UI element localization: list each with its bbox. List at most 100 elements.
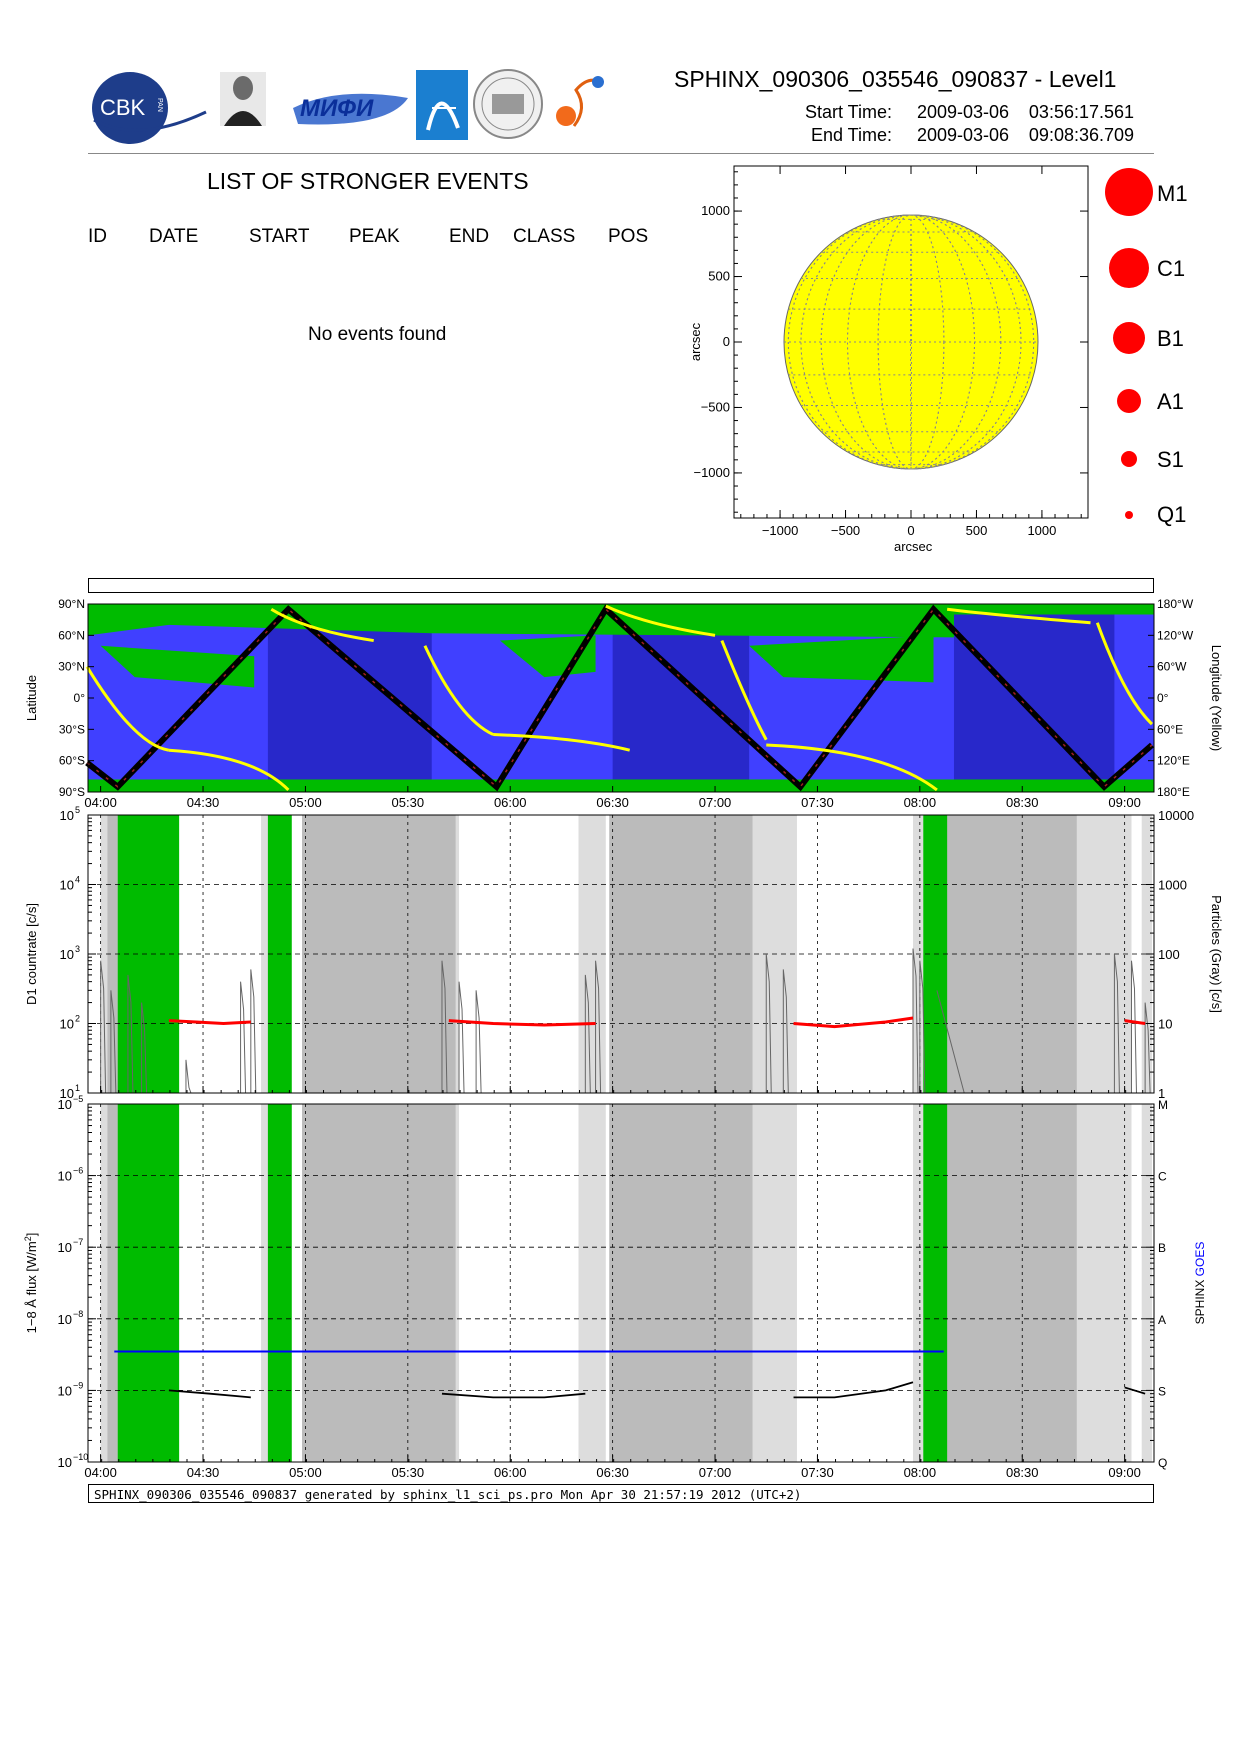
sun-map-xtick-label: 500 (966, 523, 988, 538)
orbit-lat-tick-label: 60°N (58, 628, 85, 642)
institute-logo (416, 70, 468, 140)
flux-sphinx-series (168, 1389, 251, 1399)
counts-d1-series (1124, 1019, 1146, 1025)
flux-left-tick-exp: −8 (73, 1309, 83, 1319)
flux-light-band (578, 1104, 606, 1462)
start-date: 2009-03-06 (916, 102, 1010, 122)
legend-label-a1: A1 (1157, 389, 1184, 414)
flux-dark-band (302, 1104, 456, 1462)
orbit-time-tick-label: 06:00 (494, 795, 527, 810)
flux-ylabel-right: SPHINX GOES (1193, 1242, 1207, 1325)
sun-map: −1000 −500 0 500 1000 1000 500 0 −500 −1000 arcse… (688, 165, 1089, 554)
counts-ylabel-left: D1 countrate [c/s] (24, 903, 39, 1005)
sun-map-ytick-label: 1000 (701, 203, 730, 218)
orbit-panel: 90°N 60°N 30°N 0° 30°S 60°S 90°S 180°W 120°W 60°W… (24, 597, 1224, 810)
flux-time-tick-label: 05:00 (289, 1465, 322, 1480)
counts-right-tick-label: 100 (1158, 947, 1180, 962)
orbit-time-tick-label: 08:00 (904, 795, 937, 810)
cbk-logo-text: CBK (100, 95, 146, 120)
legend-dot-s1 (1121, 451, 1137, 467)
legend-label-m1: M1 (1157, 181, 1188, 206)
orbit-lon-tick-label: 120°W (1157, 628, 1194, 642)
legend-label-b1: B1 (1157, 326, 1184, 351)
orbit-longitude-curve (946, 607, 1091, 625)
orbit-time-tick-label: 06:30 (596, 795, 629, 810)
orbit-time-tick-label: 05:30 (392, 795, 425, 810)
orbit-time-tick-label: 04:00 (84, 795, 117, 810)
counts-left-tick-label: 10 (60, 808, 74, 823)
counts-left-tick-exp: 5 (75, 805, 80, 815)
sun-map-ytick-label: −500 (701, 399, 730, 414)
lebedev-logo (220, 72, 266, 126)
flux-green-band (923, 1104, 948, 1462)
orbit-lat-tick-label: 90°N (58, 597, 85, 611)
counts-light-band (1076, 815, 1132, 1093)
orbit-lon-tick-label: 0° (1157, 691, 1169, 705)
orbit-ylabel-right: Longitude (Yellow) (1209, 645, 1224, 751)
counts-right-tick-label: 10000 (1158, 808, 1194, 823)
counts-left-tick-exp: 1 (75, 1083, 80, 1093)
orbit-longitude-curve (720, 639, 768, 741)
flux-sphinx-series (793, 1381, 914, 1399)
sun-map-xtick-label: −500 (831, 523, 860, 538)
col-header-start: START (249, 226, 310, 247)
flux-green-band (117, 1104, 180, 1462)
header-divider (88, 153, 1154, 154)
end-time-row: End Time: 2009-03-06 09:08:36.709 (800, 125, 1134, 146)
orbit-time-tick-label: 09:00 (1108, 795, 1141, 810)
flux-dark-band (609, 1104, 753, 1462)
counts-left-tick-label: 10 (60, 1017, 74, 1032)
empty-banner (88, 578, 1154, 593)
sun-logo (556, 76, 604, 127)
solar-grid-meridian (787, 214, 1035, 470)
end-time: 09:08:36.709 (1028, 125, 1135, 145)
flux-ylabel-left: 1−8 Å flux [W/m2] (23, 1233, 39, 1334)
orbit-lat-tick-label: 90°S (59, 785, 85, 799)
flux-dark-band (107, 1104, 118, 1462)
orbit-longitude-curve (605, 604, 716, 637)
legend-dot-m1 (1105, 168, 1153, 216)
sun-map-xtick-label: 1000 (1027, 523, 1056, 538)
logos-row: CBK PAN МИФИ (88, 68, 633, 148)
orbit-longitude-curve (85, 665, 170, 752)
flux-light-band (752, 1104, 797, 1462)
counts-right-tick-label: 1000 (1158, 878, 1187, 893)
sun-map-ytick-label: 500 (708, 269, 730, 284)
flux-panel: 10 −5 M10 −6 C10 −7 B10 −8 A10 −9 S10 −10 Q04:00 04:3… (23, 1094, 1207, 1480)
orbit-time-tick-label: 07:00 (699, 795, 732, 810)
counts-left-tick-label: 10 (60, 878, 74, 893)
sun-map-ticks: −1000 −500 0 500 1000 1000 500 0 −500 −1000 (693, 166, 1088, 538)
orbit-longitude-curve (1095, 622, 1153, 726)
counts-ylabel-right: Particles (Gray) [c/s] (1209, 895, 1224, 1013)
flux-time-tick-label: 08:30 (1006, 1465, 1039, 1480)
flux-right-tick-label: C (1158, 1170, 1167, 1184)
mifi-logo-text: МИФИ (300, 95, 374, 122)
sun-map-xtick-label: −1000 (762, 523, 799, 538)
flux-right-tick-label: S (1158, 1384, 1166, 1398)
col-header-id: ID (88, 226, 107, 247)
solar-grid-meridian (847, 214, 975, 470)
orbit-lon-tick-label: 120°E (1157, 754, 1190, 768)
orbit-lat-tick-label: 60°S (59, 754, 85, 768)
orbit-latitude-track-highlight (86, 608, 1153, 788)
flux-left-tick-label: 10 (58, 1169, 72, 1184)
orbit-time-tick-label: 05:00 (289, 795, 322, 810)
orbit-lat-tick-label: 30°N (58, 660, 85, 674)
flux-time-tick-label: 09:00 (1108, 1465, 1141, 1480)
col-header-date: DATE (149, 226, 199, 247)
orbit-longitude-curve (493, 733, 631, 752)
counts-d1-series (448, 1019, 596, 1027)
counts-d1-series (793, 1016, 914, 1029)
sun-map-ytick-label: 0 (723, 334, 730, 349)
seal-logo (473, 69, 543, 139)
mifi-logo: МИФИ (293, 93, 408, 125)
flux-left-tick-exp: −10 (73, 1452, 88, 1462)
orbit-green-south (88, 779, 1154, 792)
counts-dark-band (107, 815, 118, 1093)
counts-particle-trace (100, 948, 1151, 1094)
counts-left-tick-exp: 2 (75, 1014, 80, 1024)
orbit-time-tick-label: 07:30 (801, 795, 834, 810)
counts-left-tick-label: 10 (60, 947, 74, 962)
flux-left-tick-exp: −7 (73, 1237, 83, 1247)
